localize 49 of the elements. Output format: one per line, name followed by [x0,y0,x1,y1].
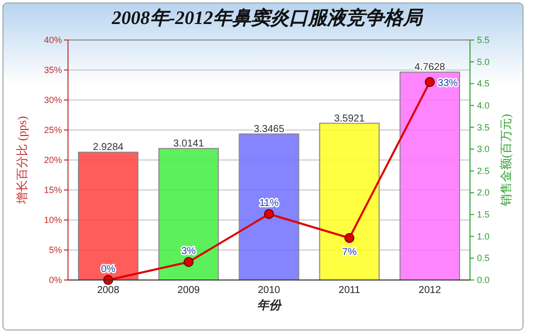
data-label: 3.0141 [173,138,204,150]
x-axis-title: 年份 [257,298,283,312]
y2-tick-label: 0.5 [477,253,490,264]
bar [238,133,300,280]
x-tick-label: 2012 [418,285,442,296]
x-tick-label: 2009 [177,285,200,296]
data-label: 7% [342,247,357,258]
y2-tick-label: 1.5 [477,210,490,220]
y2-tick-label: 4.0 [477,100,490,110]
point [344,233,354,243]
y-tick-label: 15% [44,185,62,195]
x-tick-label: 2010 [258,285,281,296]
y2-tick-label: 5.0 [477,56,490,67]
y2-axis-title: 销售金额(百万元) [499,114,513,207]
x-tick-label: 2011 [338,285,361,296]
data-label: 4.7628 [414,62,446,74]
data-label: 33% [438,78,458,89]
bar [400,72,460,280]
y-tick-label: 5% [48,245,62,255]
data-label: 0% [100,264,116,275]
data-label: 3.5921 [334,113,366,124]
y-axis-title: 增长百分比 (pps) [15,116,29,205]
point [424,77,435,87]
y2-tick-label: 1.0 [477,231,490,242]
bar [319,122,380,280]
point [264,209,274,219]
x-tick-label: 2008 [97,285,120,296]
y2-tick-label: 2.5 [477,166,490,176]
y-tick-label: 20% [44,155,62,165]
y2-tick-label: 4.5 [477,78,490,89]
y-tick-label: 35% [44,65,62,75]
y-tick-label: 0% [48,275,62,285]
chart-title: 2008年-2012年鼻窦炎口服液竞争格局 [110,7,424,29]
data-label: 3.3465 [254,124,285,135]
data-label: 3% [181,246,196,257]
y-tick-label: 25% [44,125,62,135]
y2-tick-label: 2.0 [477,188,490,198]
y2-tick-label: 3.0 [477,144,490,154]
y-tick-label: 10% [44,215,62,225]
y-tick-label: 40% [44,35,62,45]
point [184,257,194,267]
y-tick-label: 30% [44,95,62,105]
bar [78,152,138,280]
data-label: 11% [259,198,279,209]
y2-tick-label: 3.5 [477,122,490,132]
y2-tick-label: 0.0 [477,275,490,285]
bar [158,148,219,280]
data-label: 2.9284 [92,142,124,154]
y2-tick-label: 5.5 [477,35,490,45]
